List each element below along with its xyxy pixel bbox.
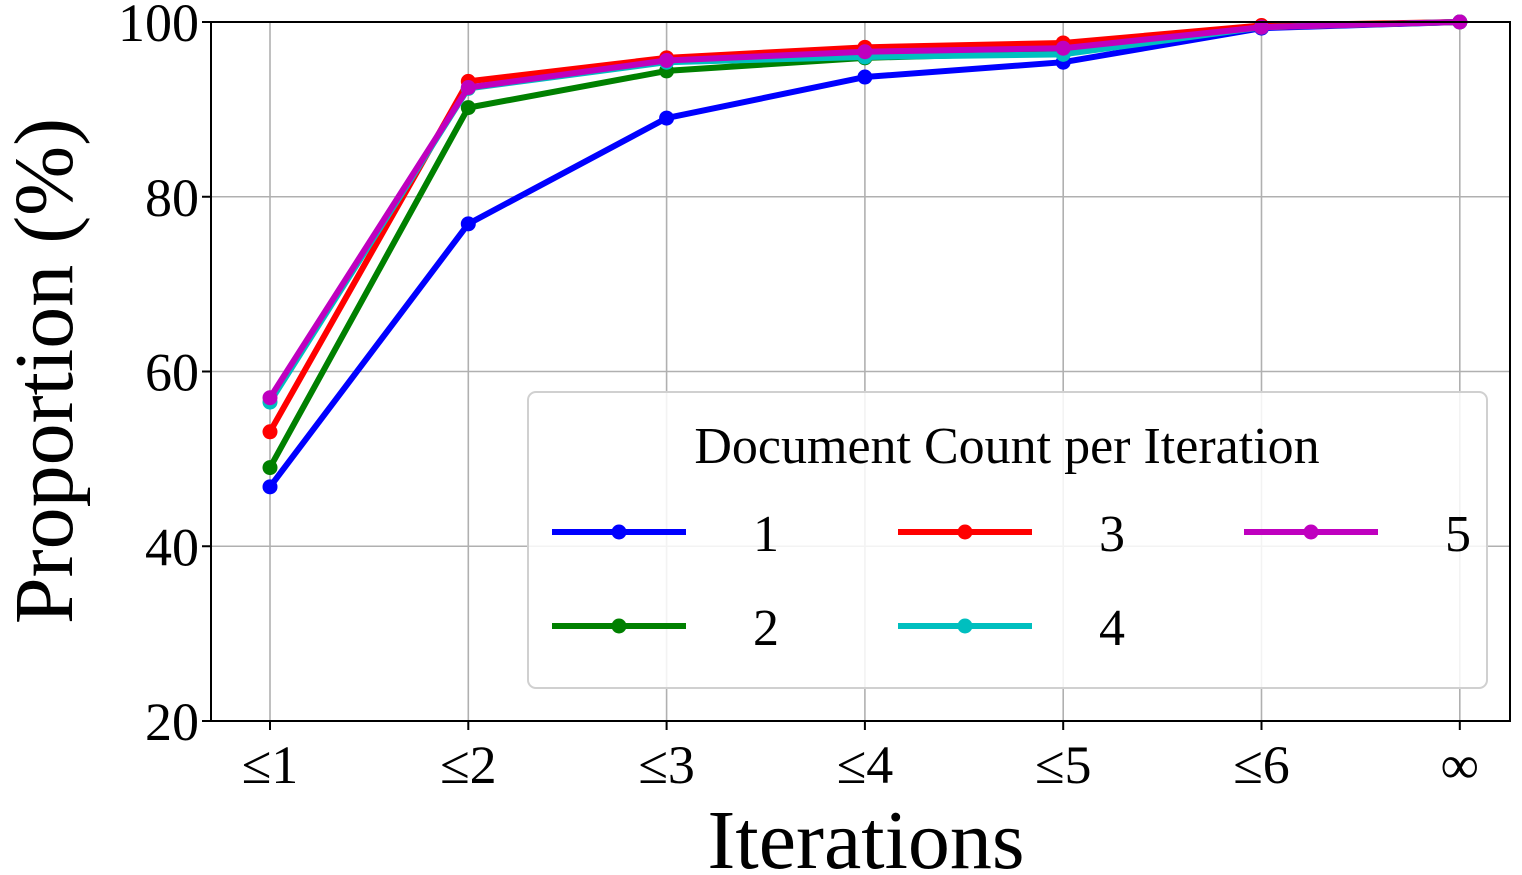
legend-label: 1 (753, 506, 779, 563)
y-axis-title: Proportion (%) (0, 118, 91, 624)
data-point (857, 44, 873, 60)
legend-marker (1303, 524, 1319, 540)
x-tick-label: ≤3 (638, 735, 695, 795)
x-tick-label: ≤4 (837, 735, 894, 795)
data-point (262, 479, 278, 495)
legend-label: 3 (1099, 506, 1125, 563)
legend-label: 4 (1099, 600, 1125, 657)
legend-item-5: 5 (1244, 506, 1471, 563)
axis-ticks: ≤1 ≤2 ≤3 ≤4 ≤5 ≤6 ∞ 20 40 60 80 100 (118, 0, 1479, 795)
y-tick-label: 20 (145, 692, 199, 752)
series-5 (262, 14, 1468, 406)
data-point (1055, 40, 1071, 56)
data-point (659, 52, 675, 68)
x-tick-label: ≤5 (1035, 735, 1092, 795)
data-point (460, 216, 476, 232)
y-tick-label: 80 (145, 168, 199, 228)
data-point (262, 390, 278, 406)
data-point (659, 110, 675, 126)
x-axis-title: Iterations (707, 794, 1024, 875)
legend-item-4: 4 (898, 600, 1125, 657)
legend-marker (957, 524, 973, 540)
data-point (857, 69, 873, 85)
legend-label: 5 (1445, 506, 1471, 563)
x-tick-label: ≤6 (1233, 735, 1290, 795)
legend-marker (957, 618, 973, 634)
data-point (460, 80, 476, 96)
legend-marker (611, 618, 627, 634)
data-point (1254, 19, 1269, 35)
legend-title: Document Count per Iteration (694, 418, 1319, 475)
legend: Document Count per Iteration 1 2 3 4 5 (527, 391, 1488, 689)
data-point (262, 424, 278, 440)
x-tick-label: ≤1 (242, 735, 299, 795)
legend-item-1: 1 (552, 506, 779, 563)
data-point (262, 460, 278, 476)
legend-label: 2 (753, 600, 779, 657)
y-tick-label: 40 (145, 517, 199, 577)
x-tick-label: ∞ (1441, 735, 1480, 795)
legend-item-2: 2 (552, 600, 779, 657)
data-point (460, 100, 476, 116)
legend-marker (611, 524, 627, 540)
y-tick-label: 100 (118, 0, 199, 53)
x-tick-label: ≤2 (440, 735, 497, 795)
series-lines (262, 14, 1468, 495)
y-tick-label: 60 (145, 343, 199, 403)
legend-item-3: 3 (898, 506, 1125, 563)
legend-box (527, 391, 1488, 689)
